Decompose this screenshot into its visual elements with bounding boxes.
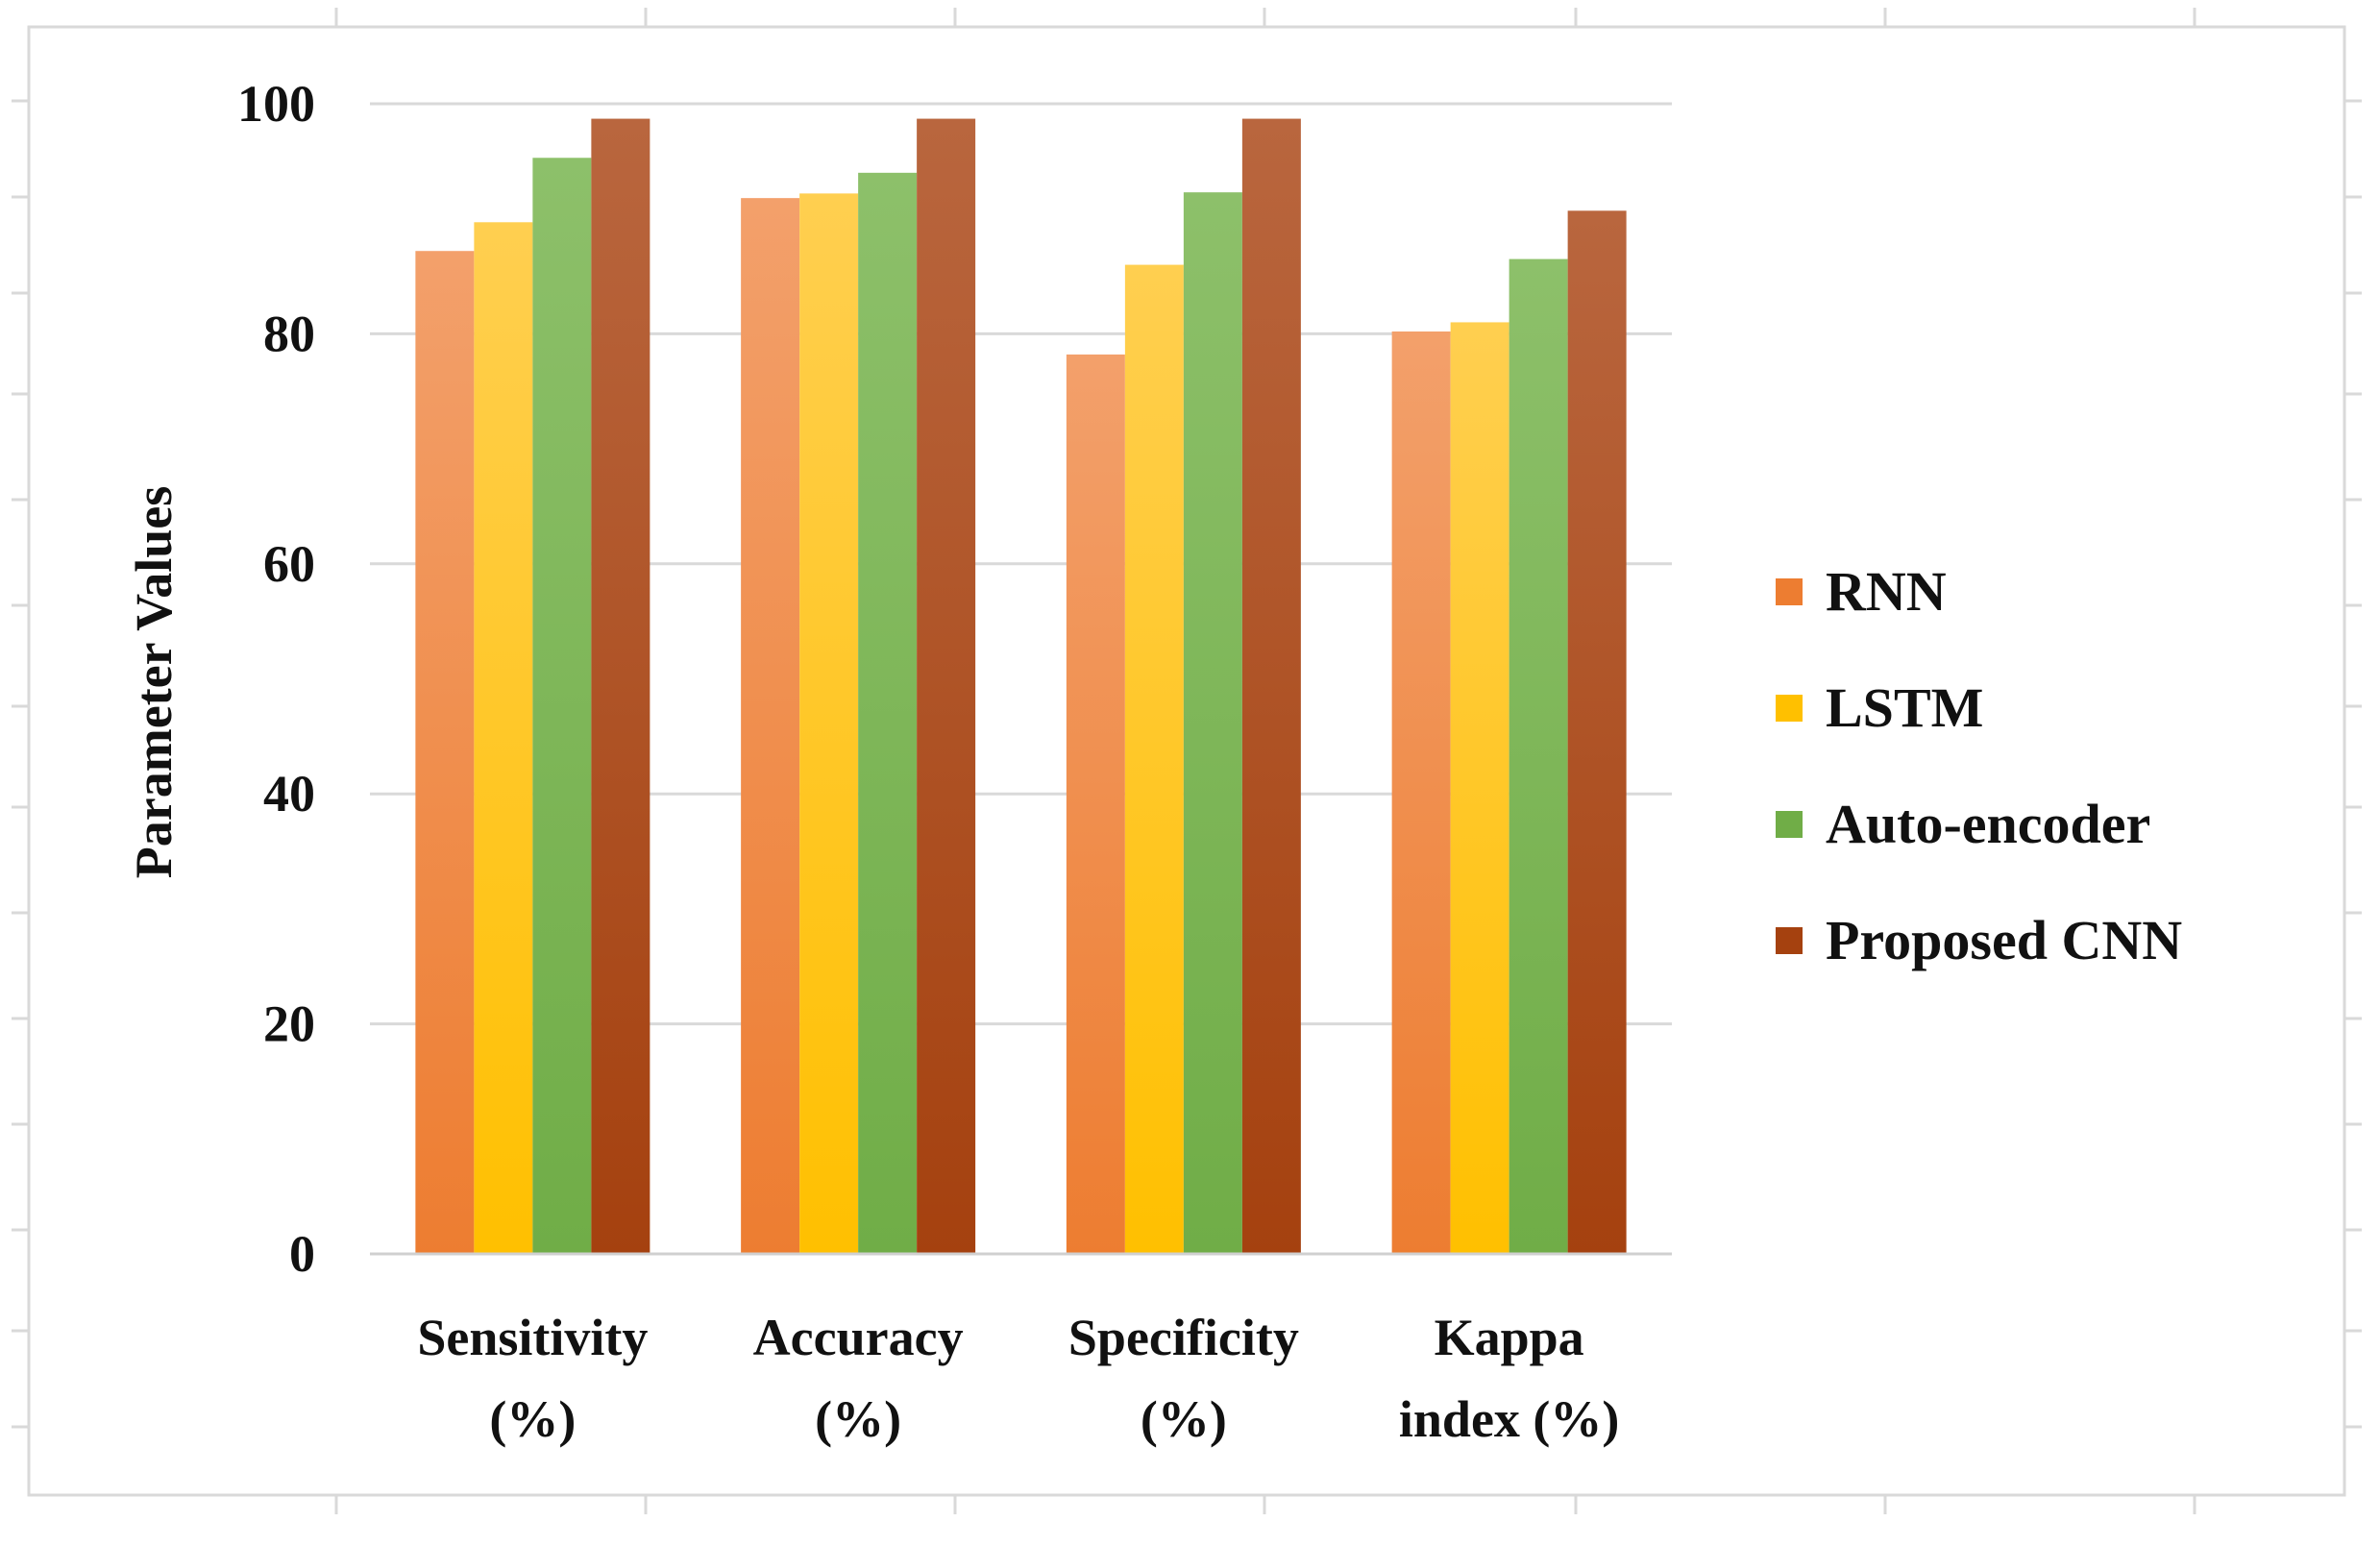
y-axis-label: Parameter Values <box>125 486 183 878</box>
bar-rnn-2 <box>1066 354 1125 1254</box>
y-tick-label: 20 <box>263 995 315 1053</box>
legend-swatch <box>1776 695 1803 722</box>
legend-swatch <box>1776 811 1803 838</box>
bar-rnn-0 <box>415 251 475 1254</box>
legend-label: Proposed CNN <box>1826 909 2182 971</box>
y-tick-label: 100 <box>237 75 315 133</box>
x-tick-label: (%) <box>1141 1390 1227 1448</box>
bar-lstm-3 <box>1450 322 1509 1254</box>
legend-label: Auto-encoder <box>1826 793 2150 855</box>
x-tick-label: Specificity <box>1068 1309 1299 1366</box>
x-tick-label: (%) <box>815 1390 901 1448</box>
frame-ticks <box>12 8 2362 1514</box>
y-tick-label: 80 <box>263 305 315 362</box>
x-tick-label: Kappa <box>1435 1309 1584 1366</box>
bar-rnn-1 <box>741 198 800 1254</box>
legend-label: RNN <box>1826 560 1947 623</box>
y-tick-label: 40 <box>263 765 315 822</box>
bar-auto-encoder-1 <box>858 172 918 1254</box>
bar-lstm-1 <box>799 193 859 1255</box>
y-tick-label: 0 <box>289 1225 315 1283</box>
legend-swatch <box>1776 578 1803 605</box>
x-tick-label: (%) <box>489 1390 576 1448</box>
y-tick-label: 60 <box>263 535 315 593</box>
bar-auto-encoder-3 <box>1509 258 1568 1255</box>
bar-proposed-cnn-0 <box>591 118 650 1254</box>
bar-rnn-3 <box>1391 331 1451 1255</box>
legend: RNN LSTM Auto-encoder Proposed CNN <box>1776 560 2182 971</box>
x-tick-labels: Sensitivity (%) Accuracy (%) Specificity (%) K… <box>417 1309 1619 1448</box>
bar-proposed-cnn-2 <box>1241 118 1301 1254</box>
x-tick-label: Sensitivity <box>417 1309 648 1366</box>
bar-auto-encoder-2 <box>1183 192 1242 1255</box>
bar-lstm-2 <box>1124 264 1184 1255</box>
x-tick-label: Accuracy <box>753 1309 964 1366</box>
legend-label: LSTM <box>1826 676 1983 739</box>
bar-proposed-cnn-1 <box>917 118 976 1254</box>
bar-proposed-cnn-3 <box>1567 210 1627 1254</box>
bars <box>415 118 1627 1255</box>
y-tick-labels: 0 20 40 60 80 100 <box>237 75 315 1283</box>
bar-lstm-0 <box>474 222 533 1254</box>
legend-swatch <box>1776 927 1803 954</box>
x-tick-label: index (%) <box>1399 1390 1620 1448</box>
bar-auto-encoder-0 <box>532 158 592 1254</box>
